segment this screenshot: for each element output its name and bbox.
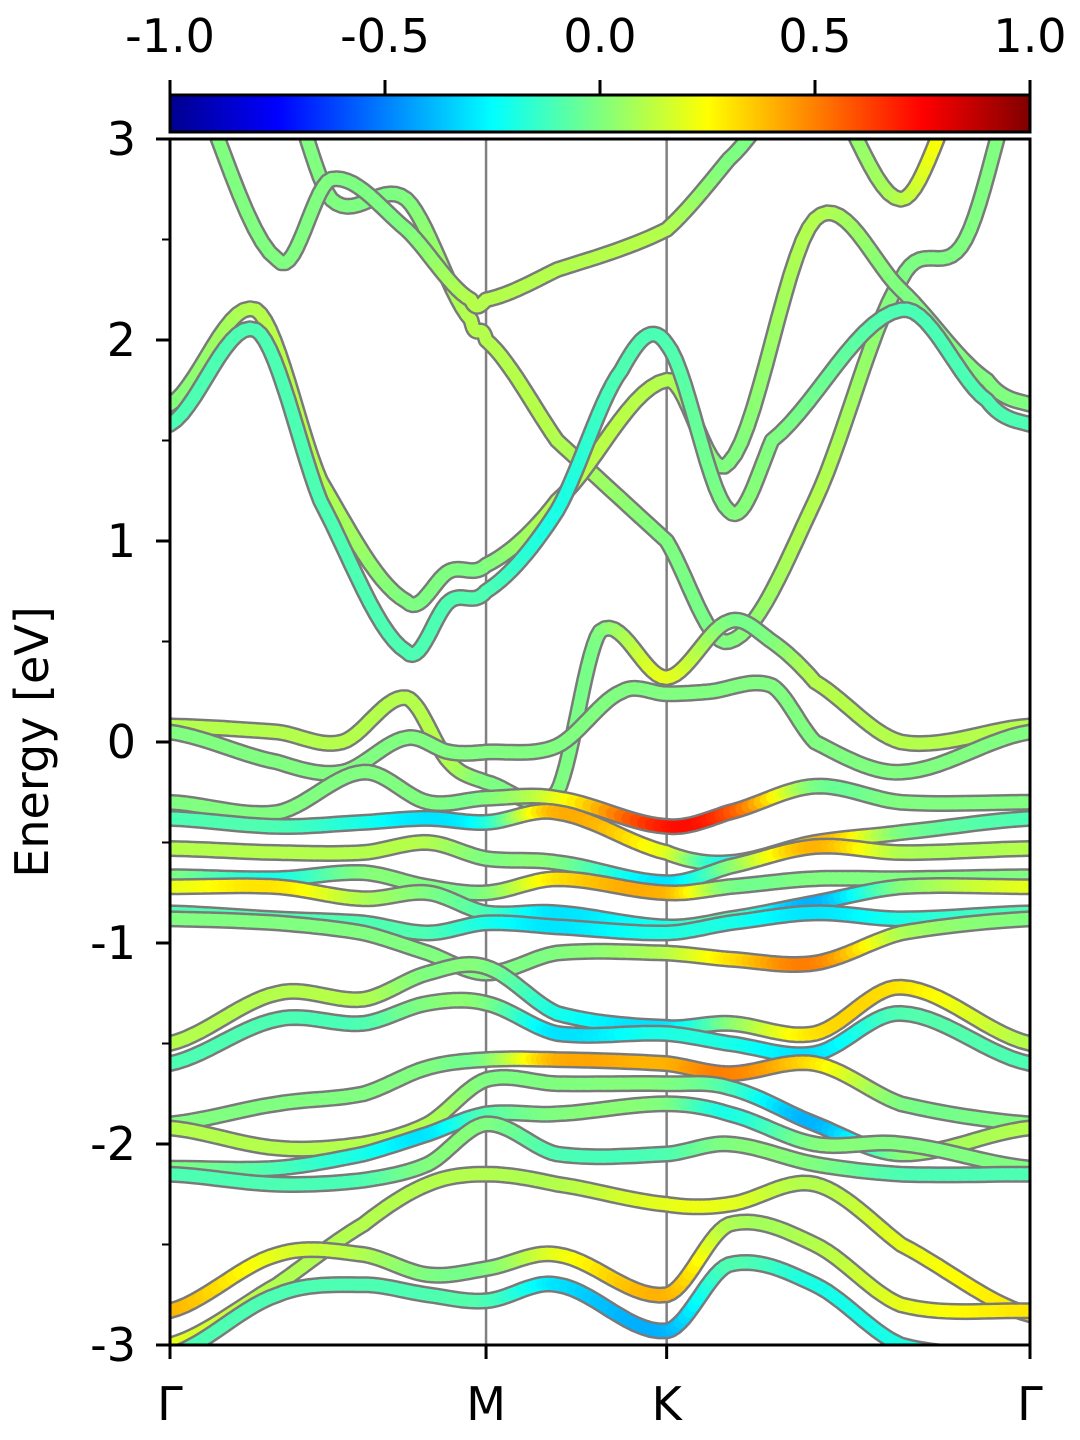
band-segment: [1014, 1055, 1030, 1070]
band-segment: [1014, 726, 1030, 740]
band-9: [170, 864, 1030, 902]
band-segment: [1014, 912, 1030, 926]
y-tick-label: 0: [107, 715, 136, 769]
band-1: [185, 54, 994, 315]
band-segment: [1014, 1035, 1030, 1050]
band-segment: [938, 1352, 947, 1353]
band-18: [170, 1115, 1030, 1193]
x-tick-label: M: [466, 1377, 506, 1431]
band-segment: [926, 1344, 932, 1345]
band-segment: [970, 68, 975, 73]
band-segment: [224, 40, 232, 41]
band-8: [170, 833, 1030, 892]
band-segment: [915, 1343, 931, 1345]
plot-area: 3 2 1 0 -1 -2 -3 Γ M K Γ: [90, 40, 1043, 1431]
band-segment: [961, 79, 966, 86]
band-segment: [821, 82, 827, 88]
band-segment: [247, 44, 255, 47]
band-segment: [1012, 71, 1017, 86]
band-segment: [239, 42, 247, 44]
y-tick-label: 1: [107, 514, 136, 568]
band-segment: [262, 49, 270, 53]
band-segment: [979, 60, 984, 64]
band-outline: [170, 674, 1030, 782]
band-segment: [784, 87, 790, 93]
band-segment: [270, 53, 278, 58]
y-tick-label: -2: [90, 1117, 136, 1171]
band-segment: [278, 59, 282, 66]
band-segment: [1014, 812, 1030, 825]
band-13: [170, 955, 1030, 1052]
band-segment: [193, 77, 201, 95]
band-segment: [904, 1341, 924, 1345]
x-tick-label: Γ: [157, 1377, 183, 1431]
y-axis: 3 2 1 0 -1 -2 -3: [90, 112, 170, 1372]
colorbar-ticks: -1.0 -0.5 0.0 0.5 1.0: [125, 9, 1067, 95]
band-segment: [966, 73, 971, 78]
band-segment: [231, 41, 239, 42]
colorbar-tick-label: 1.0: [993, 9, 1066, 63]
band-5: [170, 674, 1030, 782]
colorbar-gradient: [168, 93, 1032, 134]
y-tick-label: 2: [107, 313, 136, 367]
band-15: [170, 1050, 1030, 1133]
band-segment: [185, 61, 193, 77]
band-3: [170, 301, 1030, 664]
band-segment: [956, 85, 961, 93]
x-tick-label: K: [652, 1377, 684, 1431]
band-segment: [797, 80, 803, 83]
colorbar-tick-label: -1.0: [125, 9, 215, 63]
y-axis-label: Energy [eV]: [5, 606, 59, 877]
band-segment: [947, 1353, 956, 1354]
colorbar-tick-label: 0.0: [563, 9, 636, 63]
x-tick-label: Γ: [1017, 1377, 1043, 1431]
band-19: [170, 1165, 1030, 1345]
band-segment: [984, 57, 989, 60]
band-segment: [289, 83, 293, 94]
band-14: [170, 991, 1030, 1073]
band-segment: [803, 78, 809, 79]
band-segment: [1014, 1121, 1030, 1136]
band-segment: [975, 64, 980, 68]
band-segment: [285, 74, 289, 84]
band-segment: [790, 83, 796, 88]
band-20: [170, 1213, 1030, 1321]
band-outline: [170, 1165, 1030, 1345]
y-tick-label: -1: [90, 916, 136, 970]
colorbar-tick-label: 0.5: [778, 9, 851, 63]
band-segment: [255, 46, 263, 49]
y-tick-label: 3: [107, 112, 136, 166]
band-segment: [989, 54, 994, 57]
y-tick-label: -3: [90, 1318, 136, 1372]
band-segment: [281, 65, 285, 73]
colorbar: -1.0 -0.5 0.0 0.5 1.0: [125, 9, 1067, 134]
colorbar-tick-label: -0.5: [340, 9, 430, 63]
band-12: [170, 910, 1030, 982]
band-6: [170, 763, 1030, 836]
band-segment: [179, 1343, 190, 1345]
bands: [170, 40, 1030, 1354]
